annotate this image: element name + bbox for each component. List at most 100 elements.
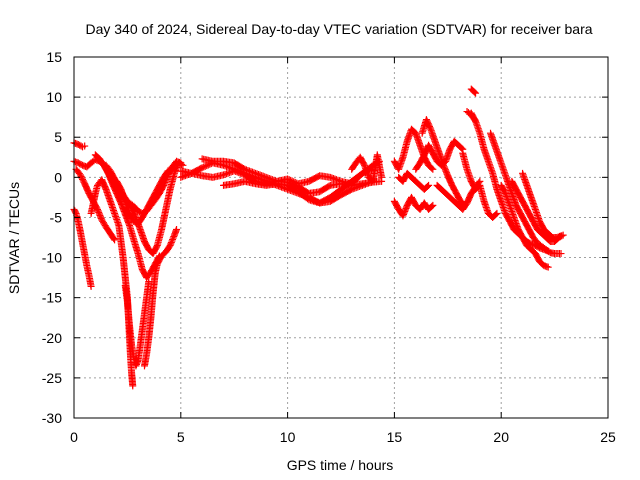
- data-point: [134, 207, 145, 217]
- plot-frame: [73, 56, 609, 419]
- data-point: [540, 262, 551, 271]
- data-point: [476, 181, 488, 204]
- data-point: [525, 209, 537, 224]
- data-point: [153, 253, 165, 268]
- data-point: [429, 165, 437, 173]
- data-point: [534, 225, 545, 236]
- data-point: [472, 89, 480, 97]
- data-point: [74, 159, 85, 168]
- series-track-19: [412, 137, 467, 173]
- data-point: [348, 170, 365, 185]
- data-point: [538, 229, 549, 240]
- y-tick-label: -10: [42, 250, 62, 266]
- data-point: [544, 229, 555, 240]
- data-point: [523, 181, 535, 200]
- data-point: [514, 225, 526, 240]
- data-point: [173, 225, 181, 233]
- data-point: [512, 201, 524, 216]
- data-point: [316, 194, 333, 207]
- data-point: [230, 159, 248, 173]
- y-tick-label: -15: [42, 290, 62, 306]
- data-point: [164, 166, 175, 175]
- data-point: [337, 186, 354, 199]
- data-point: [316, 182, 333, 196]
- data-point: [98, 216, 109, 230]
- data-point: [429, 149, 440, 164]
- data-point: [425, 161, 436, 172]
- series-track-16: [390, 125, 437, 173]
- data-point: [130, 217, 141, 227]
- data-point: [534, 239, 544, 249]
- data-point: [79, 161, 89, 170]
- y-tick-label: 10: [46, 89, 62, 105]
- data-point: [519, 234, 530, 248]
- series-track-22: [459, 149, 501, 221]
- data-point: [378, 173, 386, 181]
- data-point: [407, 125, 419, 136]
- data-point: [452, 189, 464, 204]
- x-tick-label: 0: [70, 429, 78, 445]
- data-point: [140, 238, 152, 252]
- data-point: [422, 116, 434, 132]
- data-point: [493, 209, 501, 217]
- series-track-01: [70, 139, 89, 151]
- data-point: [356, 153, 368, 168]
- data-point: [442, 189, 453, 200]
- data-point: [527, 246, 538, 257]
- data-point: [540, 225, 551, 236]
- data-point: [72, 165, 83, 178]
- data-point: [155, 175, 167, 189]
- data-point: [459, 149, 471, 172]
- data-point: [284, 181, 301, 195]
- data-point: [326, 186, 344, 201]
- data-point: [147, 191, 158, 205]
- data-point: [81, 142, 89, 150]
- data-point: [128, 370, 137, 388]
- data-point: [416, 152, 428, 167]
- data-point: [463, 108, 474, 118]
- data-point: [151, 191, 163, 204]
- data-point: [489, 169, 501, 192]
- data-point: [467, 111, 479, 124]
- data-point: [162, 187, 174, 213]
- data-point: [81, 180, 92, 196]
- series-track-15: [348, 151, 386, 185]
- data-point: [425, 141, 436, 156]
- data-point: [529, 217, 541, 232]
- data-point: [444, 172, 455, 188]
- data-point: [506, 217, 517, 232]
- data-point: [74, 140, 85, 150]
- data-point: [399, 139, 411, 161]
- series-track-24: [463, 108, 480, 125]
- data-point: [484, 157, 496, 176]
- data-point: [96, 155, 107, 168]
- series-track-17: [390, 193, 437, 220]
- data-point: [454, 141, 466, 152]
- data-point: [399, 203, 411, 220]
- y-tick-label: 0: [54, 169, 62, 185]
- y-tick-label: 5: [54, 129, 62, 145]
- data-point: [117, 238, 127, 260]
- data-point: [166, 171, 178, 193]
- data-point: [512, 185, 524, 200]
- data-point: [521, 201, 532, 216]
- data-point: [448, 181, 460, 196]
- data-point: [536, 258, 547, 269]
- data-point: [425, 181, 433, 189]
- data-point: [348, 160, 359, 173]
- data-point: [557, 250, 565, 258]
- data-point: [437, 185, 449, 196]
- data-point: [102, 223, 113, 236]
- x-axis-label: GPS time / hours: [287, 457, 394, 473]
- series-track-03: [72, 165, 119, 244]
- data-point: [425, 202, 436, 213]
- data-point: [93, 205, 105, 222]
- data-point: [536, 244, 546, 253]
- series-track-07: [140, 225, 181, 370]
- series-track-27: [497, 181, 552, 271]
- data-point: [87, 282, 95, 290]
- data-point: [151, 183, 163, 197]
- data-point: [130, 236, 142, 256]
- data-point: [429, 201, 437, 209]
- data-point: [158, 207, 170, 233]
